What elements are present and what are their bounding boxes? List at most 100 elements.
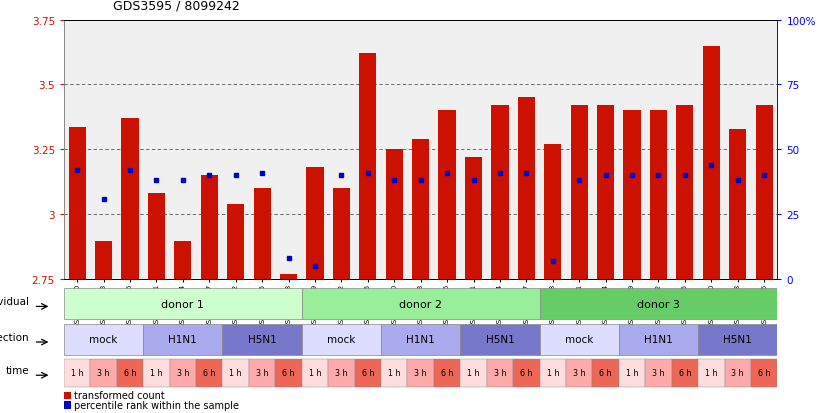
Bar [750,359,776,387]
Text: mock: mock [327,335,355,344]
Bar [381,359,407,387]
Text: 3 h: 3 h [572,368,585,377]
Text: 3 h: 3 h [176,368,189,377]
Bar [201,176,218,279]
Bar [464,158,482,279]
Bar [69,128,86,279]
Text: 6 h: 6 h [519,368,532,377]
Bar [147,194,165,279]
Bar [596,106,613,279]
Text: 1 h: 1 h [70,368,84,377]
Text: individual: individual [0,296,29,306]
Text: 6 h: 6 h [757,368,770,377]
Bar [64,324,143,355]
Bar [328,359,354,387]
Text: GDS3595 / 8099242: GDS3595 / 8099242 [113,0,240,12]
Bar [143,359,170,387]
Bar [222,359,249,387]
Bar [486,359,513,387]
Text: 6 h: 6 h [124,368,136,377]
Bar [459,359,486,387]
Bar [539,359,565,387]
Text: H5N1: H5N1 [247,335,276,344]
Bar [513,359,539,387]
Bar [728,129,745,279]
Bar [491,106,508,279]
Bar [275,359,301,387]
Text: 3 h: 3 h [731,368,743,377]
Bar [539,324,618,355]
Text: 1 h: 1 h [229,368,242,377]
Bar [407,359,433,387]
Bar [196,359,222,387]
Bar [170,359,196,387]
Bar [301,289,539,319]
Text: 6 h: 6 h [203,368,215,377]
Text: 3 h: 3 h [414,368,427,377]
Text: H5N1: H5N1 [485,335,514,344]
Bar [724,359,750,387]
Text: 6 h: 6 h [441,368,453,377]
Bar [412,140,428,279]
Text: infection: infection [0,332,29,342]
Text: 3 h: 3 h [256,368,268,377]
Bar [622,111,640,279]
Bar [645,359,671,387]
Bar [64,359,90,387]
Bar [227,204,244,279]
Bar [333,189,350,279]
Text: 6 h: 6 h [282,368,295,377]
Bar [591,359,618,387]
Text: time: time [6,366,29,375]
Text: 3 h: 3 h [493,368,505,377]
Text: 1 h: 1 h [704,368,717,377]
Bar [249,359,275,387]
Text: donor 2: donor 2 [399,299,441,309]
Text: H5N1: H5N1 [722,335,751,344]
Bar [570,106,587,279]
Text: percentile rank within the sample: percentile rank within the sample [74,400,238,410]
Text: 1 h: 1 h [545,368,559,377]
Bar [697,359,724,387]
Bar [64,289,301,319]
Bar [174,242,191,279]
Bar [279,274,296,279]
Text: 6 h: 6 h [678,368,690,377]
Text: donor 1: donor 1 [161,299,204,309]
Bar [64,401,71,409]
Text: H1N1: H1N1 [168,335,197,344]
Bar [697,324,776,355]
Bar [671,359,697,387]
Text: 1 h: 1 h [467,368,479,377]
Bar [433,359,459,387]
Bar [438,111,455,279]
Bar [306,168,324,279]
Bar [359,54,376,279]
Bar [565,359,591,387]
Text: 3 h: 3 h [651,368,664,377]
Bar [702,47,719,279]
Text: 3 h: 3 h [335,368,347,377]
Text: mock: mock [564,335,593,344]
Text: 1 h: 1 h [387,368,400,377]
Bar [301,324,381,355]
Bar [354,359,381,387]
Bar [385,150,402,279]
Bar [676,106,693,279]
Text: 1 h: 1 h [308,368,321,377]
Text: mock: mock [89,335,118,344]
Bar [618,324,697,355]
Bar [381,324,459,355]
Text: 6 h: 6 h [599,368,611,377]
Bar [143,324,222,355]
Bar [301,359,328,387]
Bar [253,189,270,279]
Bar [64,392,71,399]
Bar [517,98,534,279]
Bar [544,145,561,279]
Bar [95,242,112,279]
Text: H1N1: H1N1 [643,335,672,344]
Bar [90,359,116,387]
Bar [222,324,301,355]
Text: 1 h: 1 h [150,368,162,377]
